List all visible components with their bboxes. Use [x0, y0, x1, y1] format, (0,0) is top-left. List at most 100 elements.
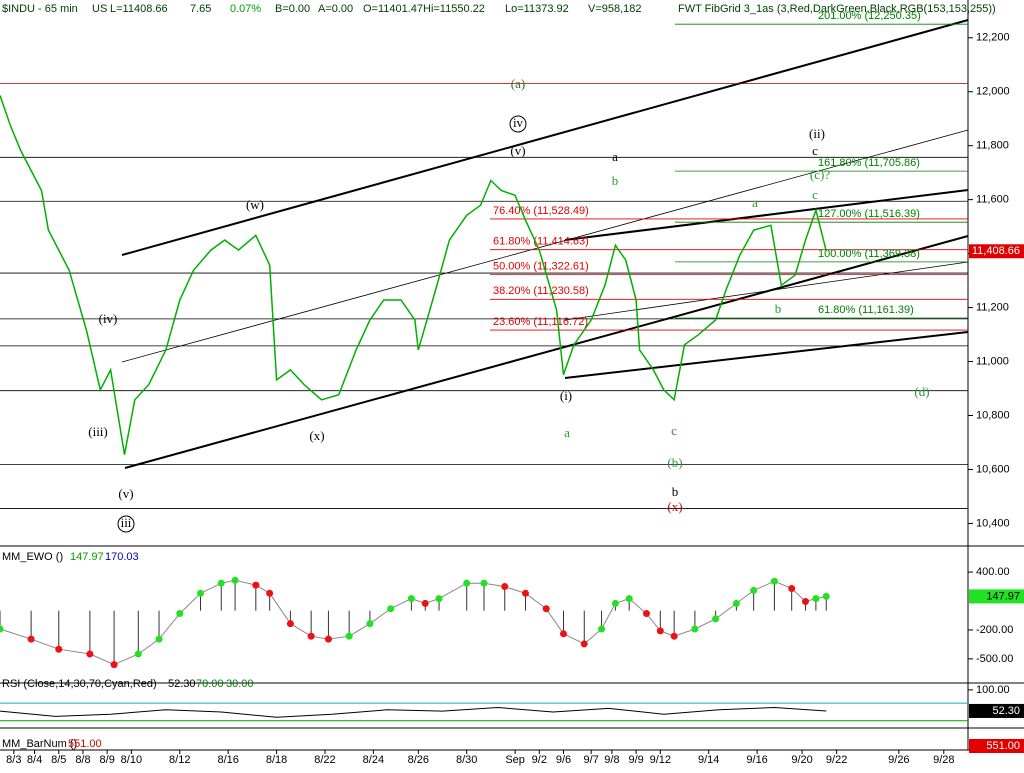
- ewo-dot: [625, 595, 633, 603]
- ewo-dot: [480, 579, 488, 587]
- wave-label: a: [612, 149, 618, 164]
- ewo-dot: [732, 599, 740, 607]
- ewo-dot: [27, 635, 35, 643]
- ewo-dot: [387, 605, 395, 613]
- last-value-label: 551.00: [986, 740, 1020, 752]
- wave-label: (w): [246, 197, 264, 212]
- x-tick-label: 8/5: [51, 754, 66, 766]
- y-tick-label: 400.00: [976, 566, 1010, 578]
- panel-title: MM_EWO (): [2, 551, 63, 563]
- ewo-dot: [463, 579, 471, 587]
- header-text: FWT FibGrid 3_1as (3,Red,DarkGreen,Black…: [678, 3, 996, 15]
- header-text: 7.65: [190, 3, 211, 15]
- wave-label: (iv): [99, 311, 118, 326]
- fib-label: 76.40% (11,528.49): [493, 205, 589, 217]
- wave-label: (x): [667, 499, 682, 514]
- x-tick-label: 8/18: [266, 754, 287, 766]
- x-tick-label: 9/16: [746, 754, 767, 766]
- ewo-dot: [560, 630, 568, 638]
- panel-title: MM_BarNum (): [2, 738, 77, 750]
- x-tick-label: 8/22: [314, 754, 335, 766]
- wave-label: (ii): [809, 126, 825, 141]
- ewo-dot: [0, 625, 4, 633]
- barnum-value: 551.00: [68, 738, 102, 750]
- header-text: 0.07%: [230, 3, 261, 15]
- wave-label: (v): [118, 486, 133, 501]
- ewo-dot: [770, 577, 778, 585]
- x-tick-label: 9/14: [698, 754, 719, 766]
- ewo-dot: [345, 632, 353, 640]
- ewo-dot: [435, 595, 443, 603]
- ewo-dot: [407, 595, 415, 603]
- ewo-dot: [802, 598, 810, 606]
- y-tick-label: 100.00: [976, 684, 1010, 696]
- header-text: L=11408.66: [110, 3, 168, 15]
- y-tick-label: 11,800: [976, 140, 1009, 152]
- fib-label: 127.00% (11,516.39): [818, 208, 920, 220]
- wave-label: c: [812, 143, 818, 158]
- wave-label: b: [672, 484, 679, 499]
- ewo-dot: [176, 610, 184, 618]
- wave-label: (v): [510, 143, 525, 158]
- x-tick-label: 8/24: [363, 754, 384, 766]
- rsi-band-label: 30.00: [226, 678, 254, 690]
- price-line: [0, 95, 828, 455]
- annotation-circle: [117, 515, 135, 533]
- rsi-value: 52.30: [168, 678, 196, 690]
- trendline: [564, 331, 969, 379]
- x-tick-label: 8/12: [169, 754, 190, 766]
- last-value-label: 147.97: [986, 590, 1020, 602]
- ewo-line: [0, 579, 827, 666]
- header-text: O=11401.47: [363, 3, 423, 15]
- trendline: [564, 189, 969, 241]
- panel-borders: [0, 0, 1024, 751]
- x-tick-label: 9/6: [556, 754, 571, 766]
- fib-label: 61.80% (11,414.63): [493, 236, 589, 248]
- ewo-value: 147.97: [70, 551, 104, 563]
- x-tick-label: 9/20: [791, 754, 812, 766]
- x-tick-label: 9/28: [933, 754, 954, 766]
- wave-label: (x): [309, 428, 324, 443]
- header-text: US: [92, 3, 107, 15]
- wave-label: a: [564, 425, 570, 440]
- x-tick-label: Sep: [505, 754, 525, 766]
- ewo-dot: [580, 640, 588, 648]
- x-tick-label: 8/3: [6, 754, 21, 766]
- ewo-dot: [421, 599, 429, 607]
- x-tick-label: 8/4: [27, 754, 42, 766]
- fib-label: 161.80% (11,705.86): [818, 157, 920, 169]
- fib-label: 23.60% (11,116.72): [493, 316, 588, 328]
- ewo-dot: [670, 632, 678, 640]
- ewo-dot: [217, 579, 225, 587]
- wave-label: c: [812, 187, 818, 202]
- rsi-band-label: 70.00: [196, 678, 224, 690]
- x-tick-label: 8/9: [100, 754, 115, 766]
- ewo-dot: [691, 625, 699, 633]
- y-tick-label: -500.00: [976, 653, 1013, 665]
- trendline: [564, 261, 969, 321]
- annotation-circle: [509, 115, 527, 133]
- header-text: $INDU - 65 min: [2, 3, 78, 15]
- ewo-dot: [55, 645, 63, 653]
- ewo-dot: [598, 625, 606, 633]
- wave-label: c: [671, 423, 677, 438]
- header-text: Hi=11550.22: [423, 3, 485, 15]
- last-value-box: [969, 703, 1024, 718]
- header-text: B=0.00: [275, 3, 310, 15]
- ewo-dot: [656, 627, 664, 635]
- header-text: Lo=11373.92: [505, 3, 569, 15]
- ewo-dot: [231, 576, 239, 584]
- wave-label: (b): [667, 455, 682, 470]
- x-tick-label: 8/10: [121, 754, 142, 766]
- last-value-box: [969, 589, 1024, 604]
- wave-label: (iii): [88, 424, 108, 439]
- ewo-dot: [642, 610, 650, 618]
- x-tick-label: 9/7: [584, 754, 599, 766]
- fib-label: 38.20% (11,230.58): [493, 285, 589, 297]
- x-tick-label: 9/8: [604, 754, 619, 766]
- ewo-dot: [712, 615, 720, 623]
- last-value-box: [969, 244, 1024, 259]
- last-value-label: 52.30: [992, 705, 1020, 717]
